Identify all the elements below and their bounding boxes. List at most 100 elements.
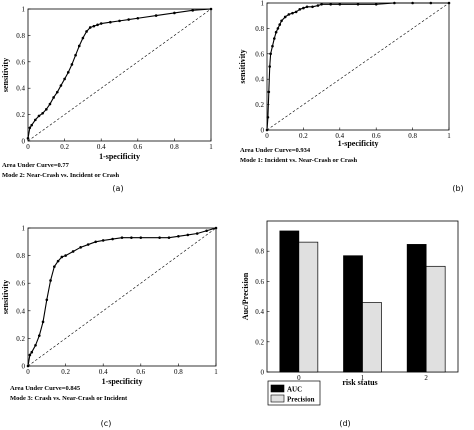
- roc-curve-point: [64, 254, 67, 257]
- y-tick-label: 0.2: [16, 111, 25, 119]
- y-tick-label: 0: [261, 369, 265, 377]
- x-tick-label: 0.6: [372, 132, 381, 140]
- x-tick-label: 0.2: [60, 143, 69, 151]
- roc-curve-point: [59, 84, 63, 87]
- roc-curve-point: [274, 30, 278, 34]
- roc-curve-point: [70, 63, 74, 66]
- x-tick-label: 0.4: [97, 143, 106, 151]
- y-tick-label: 0.4: [255, 76, 264, 84]
- roc-curve-point: [63, 77, 66, 81]
- roc-curve-point: [411, 1, 414, 5]
- x-tick-label: 0: [265, 132, 269, 140]
- roc-curve-point: [305, 5, 309, 9]
- bar-precision: [362, 302, 382, 373]
- y-tick-label: 0.6: [255, 278, 264, 286]
- roc-curve-point: [118, 19, 121, 23]
- roc-curve-point: [60, 255, 64, 259]
- y-axis-label: sensitivity: [1, 58, 10, 92]
- bar-auc: [343, 255, 363, 373]
- roc-curve-point: [34, 118, 37, 122]
- roc-curve-point: [214, 226, 218, 230]
- roc-curve-point: [294, 10, 298, 14]
- roc-curve-point: [154, 14, 158, 17]
- roc-curve-point: [329, 2, 333, 6]
- caption-auc-b: Area Under Curve=0.934: [240, 147, 311, 154]
- roc-curve-point: [374, 2, 378, 6]
- bar-auc: [279, 230, 300, 373]
- roc-curve-point: [195, 232, 199, 235]
- caption-auc-a: Area Under Curve=0.77: [2, 162, 70, 169]
- roc-curve-point: [167, 236, 171, 239]
- roc-curve-point: [37, 334, 41, 337]
- roc-curve-point: [96, 23, 99, 27]
- y-tick-label: 0.2: [16, 335, 25, 343]
- x-tick-label: 0.6: [136, 368, 145, 376]
- roc-curve-point: [99, 22, 103, 25]
- bar-precision: [425, 265, 446, 373]
- roc-curve-point: [269, 52, 272, 56]
- panel-label-a: (a): [112, 184, 123, 193]
- roc-panel-c: Area Under Curve=0.845 Mode 3: Crash vs.…: [1, 225, 218, 429]
- roc-curve-point: [291, 11, 294, 15]
- x-tick-label: 0: [297, 374, 301, 382]
- roc-curve-point: [298, 8, 302, 11]
- roc-curve-point: [265, 128, 269, 132]
- bar-precision: [298, 241, 319, 373]
- reference-diagonal: [266, 2, 450, 131]
- roc-curve-point: [271, 44, 274, 48]
- roc-curve-point: [173, 11, 176, 15]
- y-tick-label: 0.2: [255, 101, 264, 109]
- roc-curve-point: [49, 279, 52, 282]
- y-tick-label: 0.2: [255, 338, 264, 346]
- roc-curve-point: [53, 265, 56, 268]
- roc-curve-point: [34, 344, 37, 347]
- roc-curve-point: [45, 108, 48, 111]
- y-axis-label: sensitivity: [1, 280, 10, 314]
- x-tick-label: 0.4: [335, 132, 344, 140]
- x-tick-label: 1: [361, 374, 365, 382]
- y-tick-label: 1: [261, 0, 265, 8]
- roc-curve-point: [158, 236, 161, 239]
- caption-auc-c: Area Under Curve=0.845: [10, 385, 81, 392]
- roc-curve-point: [136, 16, 140, 20]
- x-axis-label: 1-specificity: [99, 152, 140, 161]
- roc-curve-point: [111, 237, 114, 241]
- y-tick-label: 0.8: [255, 248, 264, 256]
- x-tick-label: 1: [214, 368, 218, 376]
- roc-curve-point: [56, 259, 60, 263]
- panel-label-d: (d): [339, 419, 350, 428]
- roc-curve-point: [52, 96, 55, 99]
- legend-swatch: [270, 384, 285, 393]
- roc-curve-point: [101, 239, 105, 242]
- legend: AUC Precision: [267, 380, 321, 406]
- roc-curve-point: [92, 24, 96, 28]
- roc-curve-point: [278, 23, 282, 26]
- roc-curve-point: [48, 102, 52, 106]
- roc-panel-a: Area Under Curve=0.77 Mode 2: Near-Crash…: [1, 6, 213, 194]
- roc-curve-point: [186, 233, 190, 237]
- y-axis-label: Auc/Precision: [241, 272, 250, 320]
- roc-curve-point: [272, 37, 276, 40]
- roc-curve-point: [139, 236, 143, 239]
- caption-mode-b: Mode 1: Incident vs. Near-Crash or Crash: [240, 157, 358, 164]
- panel-label-b: (b): [452, 184, 463, 193]
- roc-curve-point: [81, 36, 85, 40]
- roc-curve-point: [28, 126, 32, 130]
- roc-curve-point: [41, 111, 44, 115]
- bar-panel-d: (d) 0 0.2 0.4 0.6 0.8 0 1 2 risk status Auc/Preci…: [241, 220, 459, 428]
- y-tick-label: 0.8: [16, 32, 25, 40]
- bar-auc: [406, 244, 427, 373]
- roc-curve-line: [27, 227, 217, 367]
- roc-curve-point: [79, 246, 82, 249]
- y-tick-label: 0.6: [16, 280, 25, 288]
- roc-curve-point: [120, 236, 124, 239]
- x-axis-label: 1-specificity: [338, 139, 379, 148]
- x-tick-label: 0.8: [174, 368, 183, 376]
- reference-diagonal: [27, 227, 217, 367]
- roc-curve-point: [45, 298, 49, 302]
- x-tick-label: 1: [209, 143, 213, 151]
- reference-diagonal: [27, 8, 212, 142]
- roc-curve-point: [287, 13, 291, 16]
- caption-mode-c: Mode 3: Crash vs. Near-Crash or Incident: [10, 395, 128, 402]
